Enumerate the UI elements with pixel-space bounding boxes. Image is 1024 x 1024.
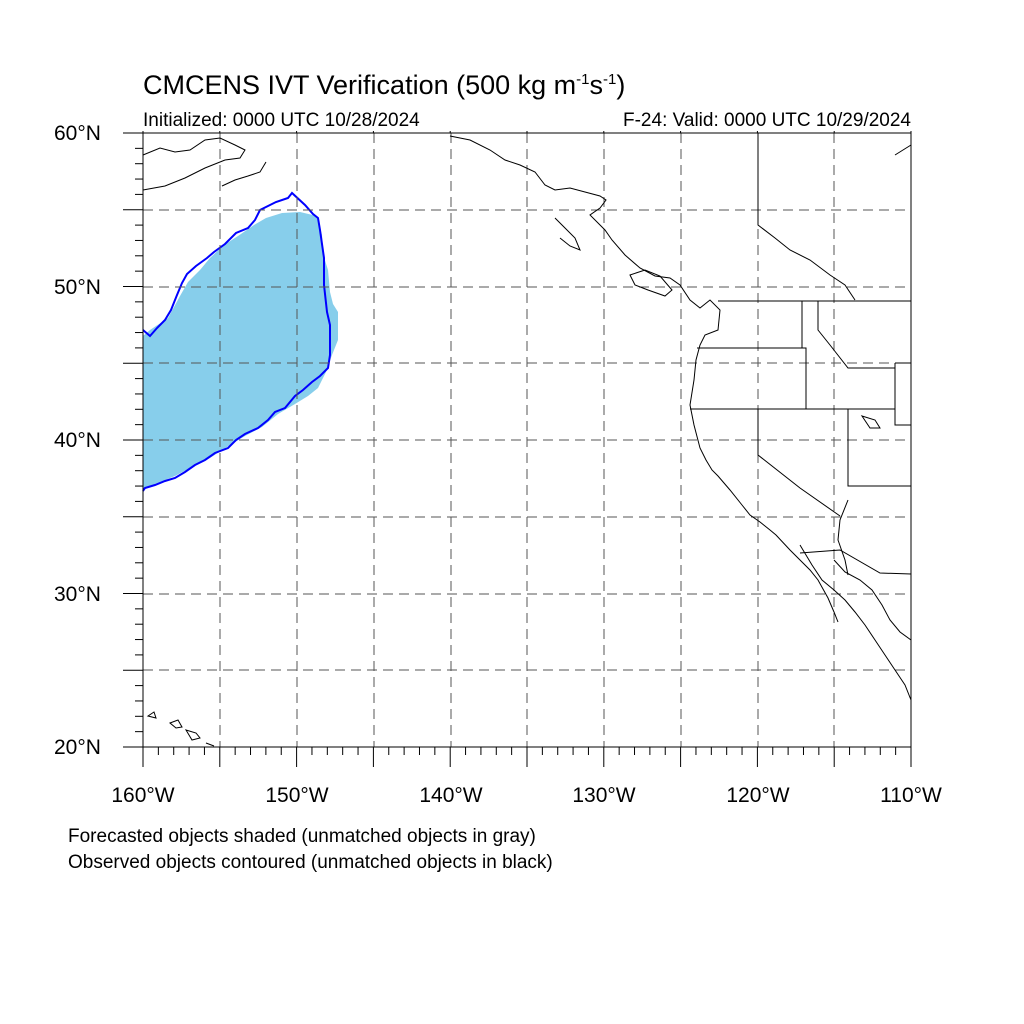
- lon-label-140w: 140°W: [419, 784, 483, 807]
- caption-forecast: Forecasted objects shaded (unmatched obj…: [68, 826, 536, 847]
- lon-label-130w: 130°W: [572, 784, 636, 807]
- lat-label-60n: 60°N: [54, 122, 101, 145]
- axis-ticks: [123, 131, 912, 767]
- coastlines: [142, 133, 912, 747]
- lat-label-50n: 50°N: [54, 276, 101, 299]
- lon-label-120w: 120°W: [726, 784, 790, 807]
- observed-object-contour: [142, 191, 331, 492]
- lon-label-160w: 160°W: [111, 784, 175, 807]
- lon-label-150w: 150°W: [265, 784, 329, 807]
- forecast-object-shaded: [143, 212, 338, 490]
- caption-observed: Observed objects contoured (unmatched ob…: [68, 852, 553, 873]
- initialized-time: Initialized: 0000 UTC 10/28/2024: [143, 110, 420, 131]
- map-title: CMCENS IVT Verification (500 kg m-1s-1): [143, 70, 626, 100]
- graticule: [143, 133, 911, 747]
- lon-label-110w: 110°W: [880, 784, 942, 807]
- lat-label-20n: 20°N: [54, 736, 101, 759]
- political-boundaries: [690, 300, 912, 576]
- valid-time: F-24: Valid: 0000 UTC 10/29/2024: [623, 110, 911, 131]
- lat-label-30n: 30°N: [54, 583, 101, 606]
- lat-label-40n: 40°N: [54, 429, 101, 452]
